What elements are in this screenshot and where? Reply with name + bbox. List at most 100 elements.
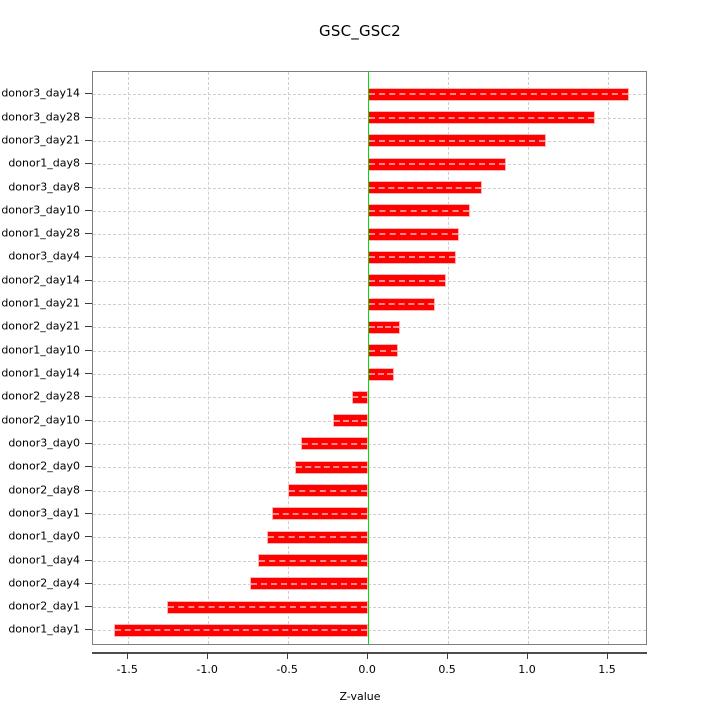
bar-hatch [258,559,368,562]
x-axis-tick [447,652,449,659]
y-axis-tick-label: donor1_day4 [8,553,80,567]
bar [267,530,369,544]
y-axis-tick [85,93,92,95]
bar [294,460,369,474]
x-axis-tick-label: -0.5 [276,663,298,676]
bar-hatch [369,373,393,376]
bar [368,87,629,101]
bar [368,250,457,264]
x-axis-tick-label: -1.0 [196,663,218,676]
y-axis-tick-label: donor1_day21 [1,296,80,310]
bar [368,274,447,288]
bar-hatch [369,326,400,329]
bar-hatch [369,303,435,306]
bar-hatch [268,536,368,539]
vertical-gridline [208,72,210,644]
y-axis-tick [85,396,92,398]
bar [249,577,369,591]
y-axis-tick-label: donor1_day8 [8,156,80,170]
x-axis-line [92,652,647,654]
bar-hatch [289,489,368,492]
vertical-gridline [128,72,130,644]
y-axis-tick-label: donor1_day0 [8,529,80,543]
y-axis-tick [85,419,92,421]
y-axis-tick-label: donor2_day14 [1,273,80,287]
x-axis-tick [367,652,369,659]
x-axis-tick-label: 0.5 [438,663,456,676]
horizontal-gridline [93,443,646,445]
bar [368,367,394,381]
horizontal-gridline [93,513,646,515]
x-axis-tick-label: 1.0 [518,663,536,676]
y-axis-tick [85,373,92,375]
horizontal-gridline [93,490,646,492]
y-axis-tick-label: donor1_day14 [1,366,80,380]
y-axis-tick [85,489,92,491]
bar-hatch [353,396,368,399]
horizontal-gridline [93,397,646,399]
y-axis-tick [85,349,92,351]
y-axis-tick-label: donor2_day28 [1,389,80,403]
vertical-gridline [608,72,609,644]
vertical-gridline [448,72,450,644]
bar-hatch [369,139,545,142]
y-axis-tick [85,466,92,468]
y-axis-tick [85,279,92,281]
page-title: GSC_GSC2 [319,22,401,40]
horizontal-gridline [93,630,646,632]
y-axis-tick [85,186,92,188]
x-axis-tick-label: 1.5 [598,663,616,676]
y-axis-tick-label: donor1_day1 [8,622,80,636]
y-axis-tick-label: donor2_day21 [1,319,80,333]
horizontal-gridline [93,537,646,539]
x-axis-ticks: -1.5 -1.0 -0.5 0.0 0.5 1.0 1.5 [92,652,647,676]
bar-hatch [369,116,595,119]
y-axis-tick [85,442,92,444]
horizontal-gridline [93,583,646,585]
x-axis-tick-label: 0.0 [358,663,376,676]
bar-hatch [301,442,368,445]
y-axis-tick [85,163,92,165]
bar-hatch [167,606,368,609]
bar-hatch [295,466,368,469]
bar-hatch [369,233,459,236]
bar [332,414,369,428]
bar-hatch [250,582,368,585]
y-axis-tick [85,116,92,118]
x-axis-tick [607,652,608,659]
y-axis-tick [85,512,92,514]
y-axis-tick-label: donor3_day21 [1,133,80,147]
vertical-gridline [528,72,530,644]
y-axis-tick-label: donor3_day10 [1,203,80,217]
x-axis-tick [287,652,289,659]
bar-hatch [369,279,446,282]
bar-hatch [114,629,368,632]
y-axis-tick [85,326,92,328]
bar [166,600,369,614]
bar [368,181,482,195]
y-axis-tick-label: donor3_day14 [1,86,80,100]
x-axis-tick [207,652,209,659]
y-axis-tick [85,256,92,258]
y-axis-tick-label: donor3_day1 [8,506,80,520]
y-axis-tick [85,303,92,305]
y-axis-tick-label: donor3_day28 [1,110,80,124]
horizontal-gridline [93,467,646,469]
x-axis-tick-label: -1.5 [116,663,138,676]
zero-reference-line [368,72,370,644]
y-axis-tick [85,559,92,561]
vertical-gridline [288,72,290,644]
bar [288,484,369,498]
bar [257,554,369,568]
bar-hatch [369,256,456,259]
horizontal-gridline [93,607,646,609]
y-axis-tick [85,536,92,538]
y-axis-tick-label: donor2_day4 [8,576,80,590]
bar [368,204,471,218]
y-axis-tick [85,233,92,235]
bar-hatch [369,163,505,166]
bar-hatch [369,93,628,96]
horizontal-gridline [93,420,646,422]
y-axis-tick [85,606,92,608]
